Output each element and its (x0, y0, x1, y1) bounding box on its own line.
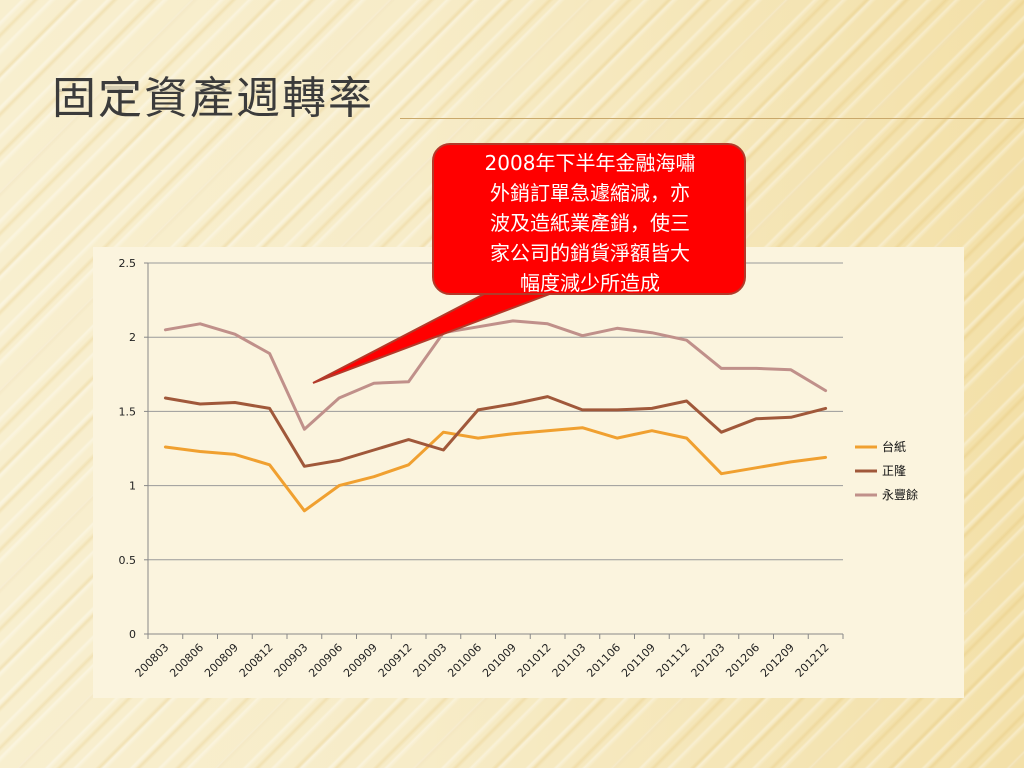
chart-panel: 0 0.5 1 1.5 2 2.5 200803 200806 200809 200812 2009… (93, 247, 964, 698)
callout-box (432, 143, 746, 295)
legend-label: 永豐餘 (882, 487, 918, 502)
y-tick-label: 2.5 (119, 257, 137, 270)
callout-line-4: 家公司的銷貨淨額皆大 (490, 241, 690, 265)
callout-line-3: 波及造紙業產銷，使三 (490, 211, 690, 235)
y-tick-label: 0 (129, 628, 136, 641)
y-tick-label: 1 (129, 480, 136, 493)
y-tick-label: 1.5 (119, 405, 137, 418)
slide-title: 固定資產週轉率 (52, 73, 374, 124)
series-line-3 (163, 319, 828, 431)
callout-line-1: 2008年下半年金融海嘯 (484, 151, 696, 175)
legend-label: 正隆 (882, 463, 906, 478)
callout-line-2: 外銷訂單急遽縮減，亦 (490, 181, 690, 205)
callout-line-5: 幅度減少所造成 (520, 271, 660, 295)
title-divider (400, 118, 1024, 119)
callout-text: 2008年下半年金融海嘯 外銷訂單急遽縮減，亦 波及造紙業產銷，使三 家公司的銷… (440, 148, 740, 298)
series-line-1 (163, 426, 828, 513)
legend-label: 台紙 (882, 439, 906, 454)
series-line-2 (163, 395, 828, 468)
line-chart: 00.511.522.52008032008062008092008122009… (119, 257, 919, 680)
y-tick-label: 2 (129, 331, 136, 344)
y-tick-label: 0.5 (119, 554, 137, 567)
callout-tail-shape (312, 291, 556, 384)
